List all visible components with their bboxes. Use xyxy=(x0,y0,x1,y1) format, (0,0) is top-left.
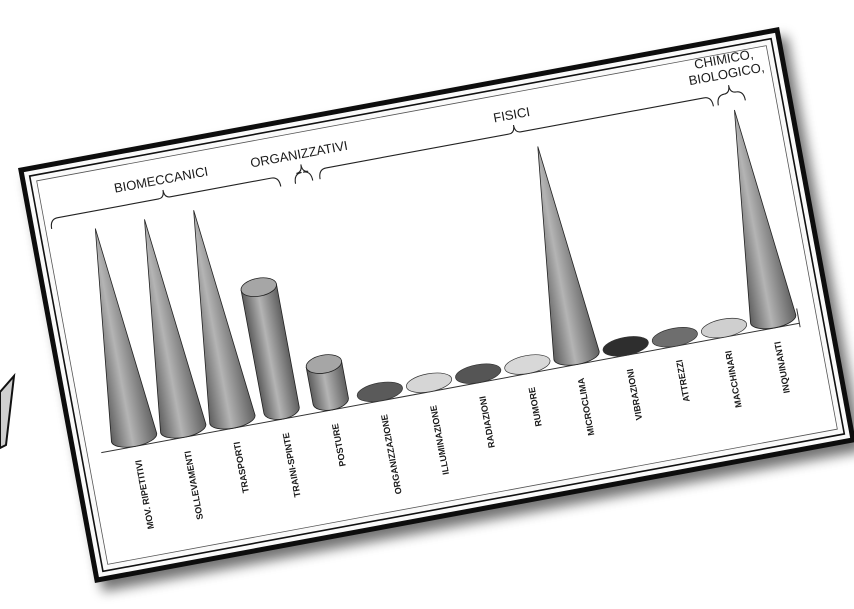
mark-traini-spinte xyxy=(240,277,300,420)
cone-inquinanti xyxy=(734,109,797,330)
cone-trasporti xyxy=(193,210,256,430)
disc-organizzazione xyxy=(356,381,403,403)
group-brace-organizzativi xyxy=(294,164,314,184)
group-brace-fisici xyxy=(319,97,714,180)
mark-rumore xyxy=(504,354,551,375)
disc-rumore xyxy=(504,354,551,375)
cylinder-top-posture xyxy=(305,354,342,374)
mark-attrezzi xyxy=(651,327,698,348)
mark-radiazioni xyxy=(455,363,502,384)
chart-floor xyxy=(101,308,801,454)
disc-radiazioni xyxy=(455,363,502,384)
mark-vibrazioni xyxy=(602,336,649,357)
cylinder-top-traini-spinte xyxy=(240,277,277,298)
mark-macchinari xyxy=(700,317,748,339)
floor-edge xyxy=(796,308,801,328)
chart-card: BIOMECCANICIORGANIZZATIVIFISICICHIMICO,B… xyxy=(18,27,854,583)
mark-sollevamenti xyxy=(144,219,207,439)
group-brace-chimico xyxy=(717,85,746,106)
cone-mov-ripetitivi xyxy=(94,228,158,448)
mark-posture xyxy=(305,354,349,411)
adjacent-card-edge xyxy=(0,372,16,450)
cone-microclima xyxy=(537,146,600,366)
group-brace-biomeccanici xyxy=(50,177,282,230)
disc-illuminazione xyxy=(406,372,453,393)
mark-illuminazione xyxy=(406,372,453,393)
disc-attrezzi xyxy=(651,327,698,348)
mark-microclima xyxy=(537,146,600,366)
floor-baseline xyxy=(101,322,800,454)
disc-macchinari xyxy=(700,317,748,339)
mark-trasporti xyxy=(193,210,256,430)
mark-organizzazione xyxy=(356,381,403,403)
cone-sollevamenti xyxy=(144,219,207,439)
disc-vibrazioni xyxy=(602,336,649,357)
card-frame-line xyxy=(28,37,846,573)
group-label-fisici: FISICI xyxy=(492,104,531,125)
mark-inquinanti xyxy=(734,109,797,330)
cylinder-body-traini-spinte xyxy=(240,283,300,420)
mark-mov-ripetitivi xyxy=(94,228,158,448)
group-fisici: FISICI xyxy=(319,97,714,180)
plot-area xyxy=(36,45,838,565)
chart-marks xyxy=(94,109,797,448)
